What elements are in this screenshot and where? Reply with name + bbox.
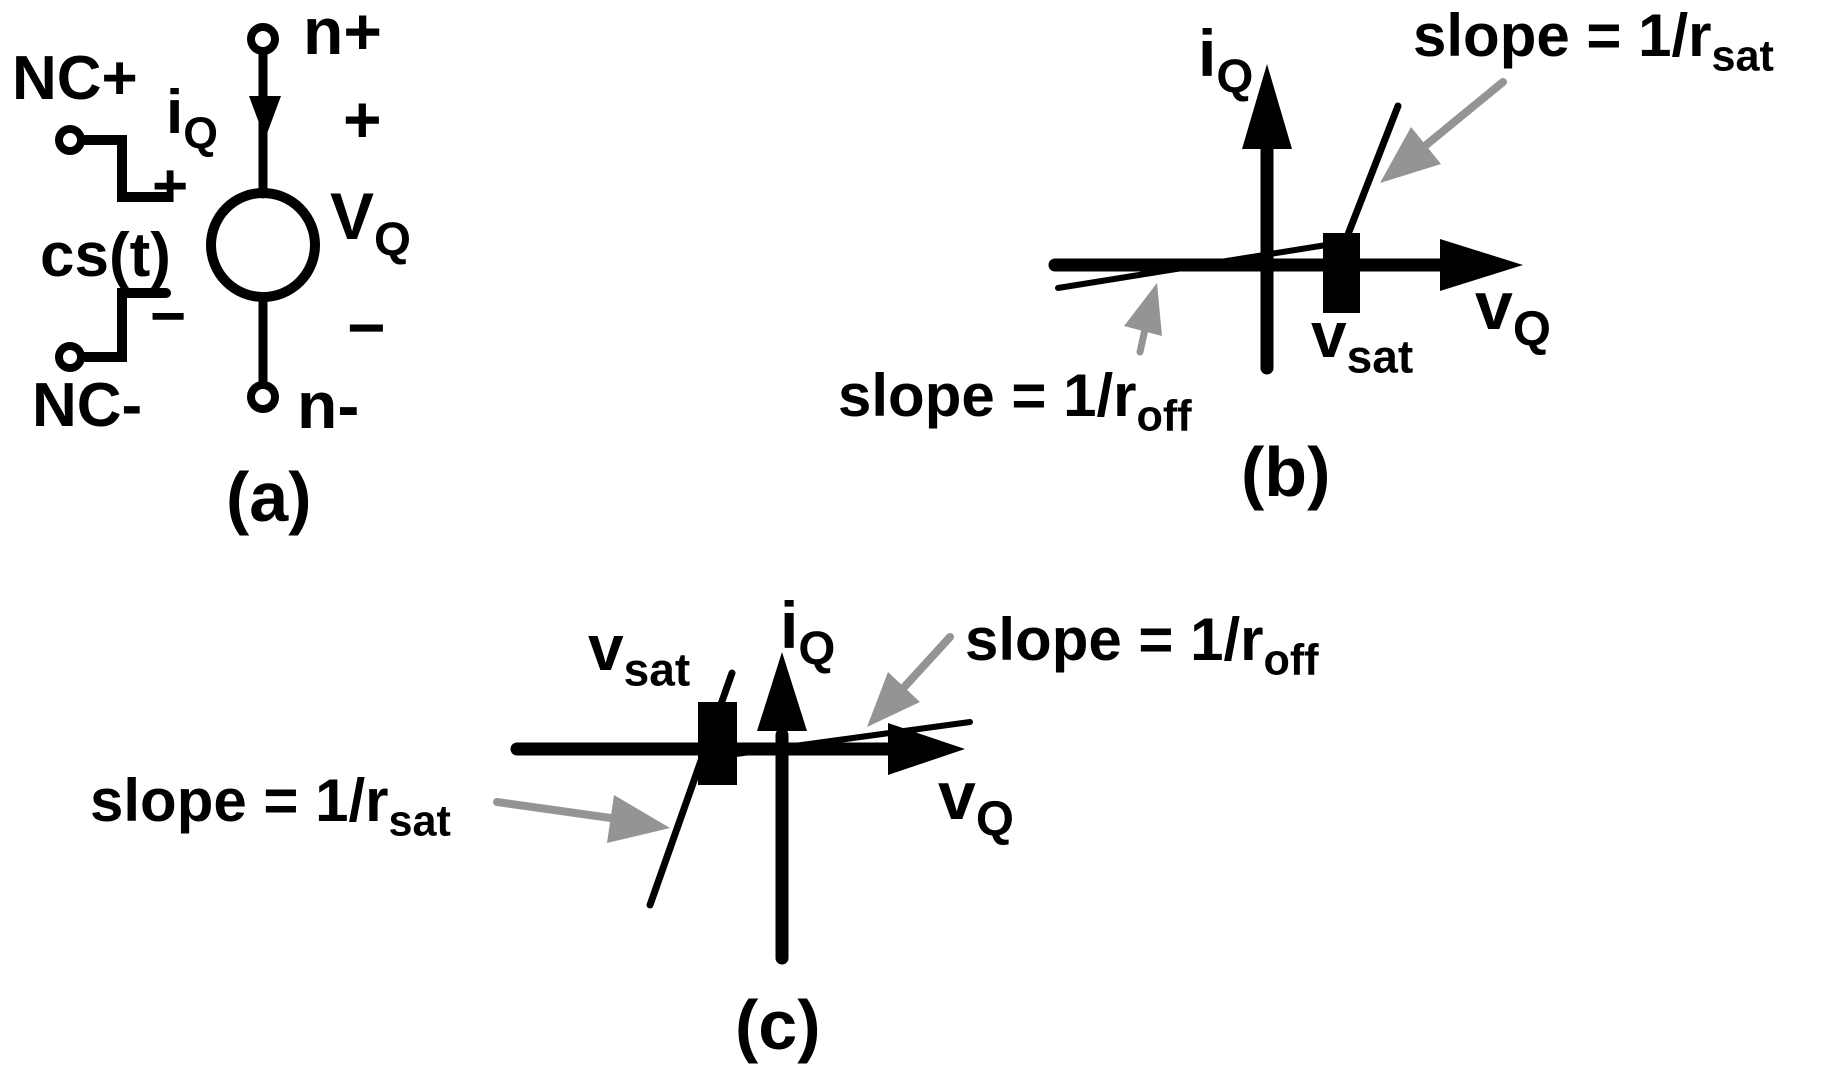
plot-c-xaxis-sub: Q — [975, 792, 1014, 847]
plot-c-slope-off-label: slope = 1/roff — [965, 610, 1319, 683]
caption-a: (a) — [226, 458, 312, 536]
control-wire-minus — [80, 288, 171, 362]
label-nc-minus: NC- — [32, 371, 143, 440]
caption-b: (b) — [1241, 433, 1331, 511]
label-vq: VQ — [330, 183, 411, 264]
x-axis-arrowhead — [888, 723, 965, 775]
plot-c-slope-sat-sub: sat — [388, 797, 451, 846]
control-plus-sign: + — [152, 152, 189, 221]
plot-c-yaxis-main: i — [780, 588, 799, 662]
y-axis-arrowhead — [1242, 64, 1292, 149]
plot-b-xaxis-label: vQ — [1475, 272, 1551, 355]
vsat-tick — [698, 702, 737, 785]
y-axis-arrowhead — [757, 652, 807, 731]
label-cs: cs(t) — [40, 221, 171, 290]
plot-b-yaxis-main: i — [1198, 16, 1217, 90]
plot-b-slope-off-label: slope = 1/roff — [838, 366, 1192, 439]
slope-off-callout-shaft — [893, 633, 954, 699]
label-vq-main: V — [330, 179, 375, 253]
plot-b-slope-sat-prefix: slope = 1/r — [1413, 2, 1712, 69]
label-n-minus: n- — [297, 368, 360, 442]
slope-sat-callout-arrowhead — [1380, 127, 1441, 183]
plot-b-slope-off-sub: off — [1136, 392, 1192, 441]
panel-b-plot — [1048, 64, 1523, 375]
plot-c-vsat-sub: sat — [623, 643, 691, 696]
vsat-tick — [1323, 233, 1360, 313]
plot-c-yaxis-label: iQ — [780, 592, 835, 673]
slope-sat-callout-shaft — [1416, 78, 1507, 154]
plot-b-yaxis-sub: Q — [1216, 50, 1254, 104]
plot-b-xaxis-main: v — [1475, 268, 1513, 344]
port-plus-sign: + — [343, 82, 382, 156]
plot-b-slope-off-prefix: slope = 1/r — [838, 362, 1137, 429]
terminal-nc-plus — [55, 125, 85, 155]
label-n-plus: n+ — [303, 0, 382, 68]
port-minus-sign: − — [347, 290, 386, 364]
slope-sat-callout-arrowhead — [607, 795, 670, 843]
plot-b-xaxis-sub: Q — [1512, 302, 1551, 357]
current-direction-arrowhead — [249, 96, 281, 139]
label-iq: iQ — [166, 82, 218, 157]
slope-sat-callout-shaft — [493, 798, 629, 824]
off-region-line — [1055, 239, 1348, 291]
label-iq-sub: Q — [183, 109, 218, 159]
plot-b-slope-sat-sub: sat — [1711, 32, 1774, 81]
plot-c-slope-off-prefix: slope = 1/r — [965, 606, 1264, 673]
plot-c-xaxis-label: vQ — [938, 762, 1014, 845]
off-region-line — [711, 719, 973, 760]
plot-c-xaxis-main: v — [938, 758, 976, 834]
plot-c-vsat-main: v — [588, 612, 624, 684]
plot-c-slope-off-sub: off — [1263, 636, 1319, 685]
terminal-nc-minus — [55, 342, 85, 372]
plot-b-yaxis-label: iQ — [1198, 20, 1253, 101]
plot-c-slope-sat-prefix: slope = 1/r — [90, 767, 389, 834]
plot-c-vsat-label: vsat — [588, 616, 690, 693]
plot-b-vsat-label: vsat — [1311, 303, 1413, 380]
plot-b-slope-sat-label: slope = 1/rsat — [1413, 6, 1774, 79]
plot-c-yaxis-sub: Q — [798, 622, 836, 676]
label-vq-sub: Q — [374, 213, 411, 267]
slope-off-callout-arrowhead — [1124, 283, 1162, 336]
caption-c: (c) — [735, 986, 821, 1064]
control-wire-plus — [80, 135, 171, 202]
control-minus-sign: − — [150, 282, 187, 351]
plot-b-vsat-main: v — [1311, 299, 1347, 371]
source-circle — [206, 188, 320, 302]
sat-region-line — [1341, 102, 1402, 246]
label-nc-plus: NC+ — [12, 44, 138, 113]
terminal-n-minus — [247, 381, 279, 413]
plot-b-vsat-sub: sat — [1346, 330, 1414, 383]
slope-off-callout-arrowhead — [867, 672, 920, 727]
panel-a-symbol — [55, 23, 320, 413]
panel-c-plot — [493, 633, 973, 965]
terminal-n-plus — [247, 23, 279, 55]
plot-c-slope-sat-label: slope = 1/rsat — [90, 771, 451, 844]
label-iq-main: i — [166, 78, 184, 147]
x-axis-arrowhead — [1440, 239, 1523, 291]
